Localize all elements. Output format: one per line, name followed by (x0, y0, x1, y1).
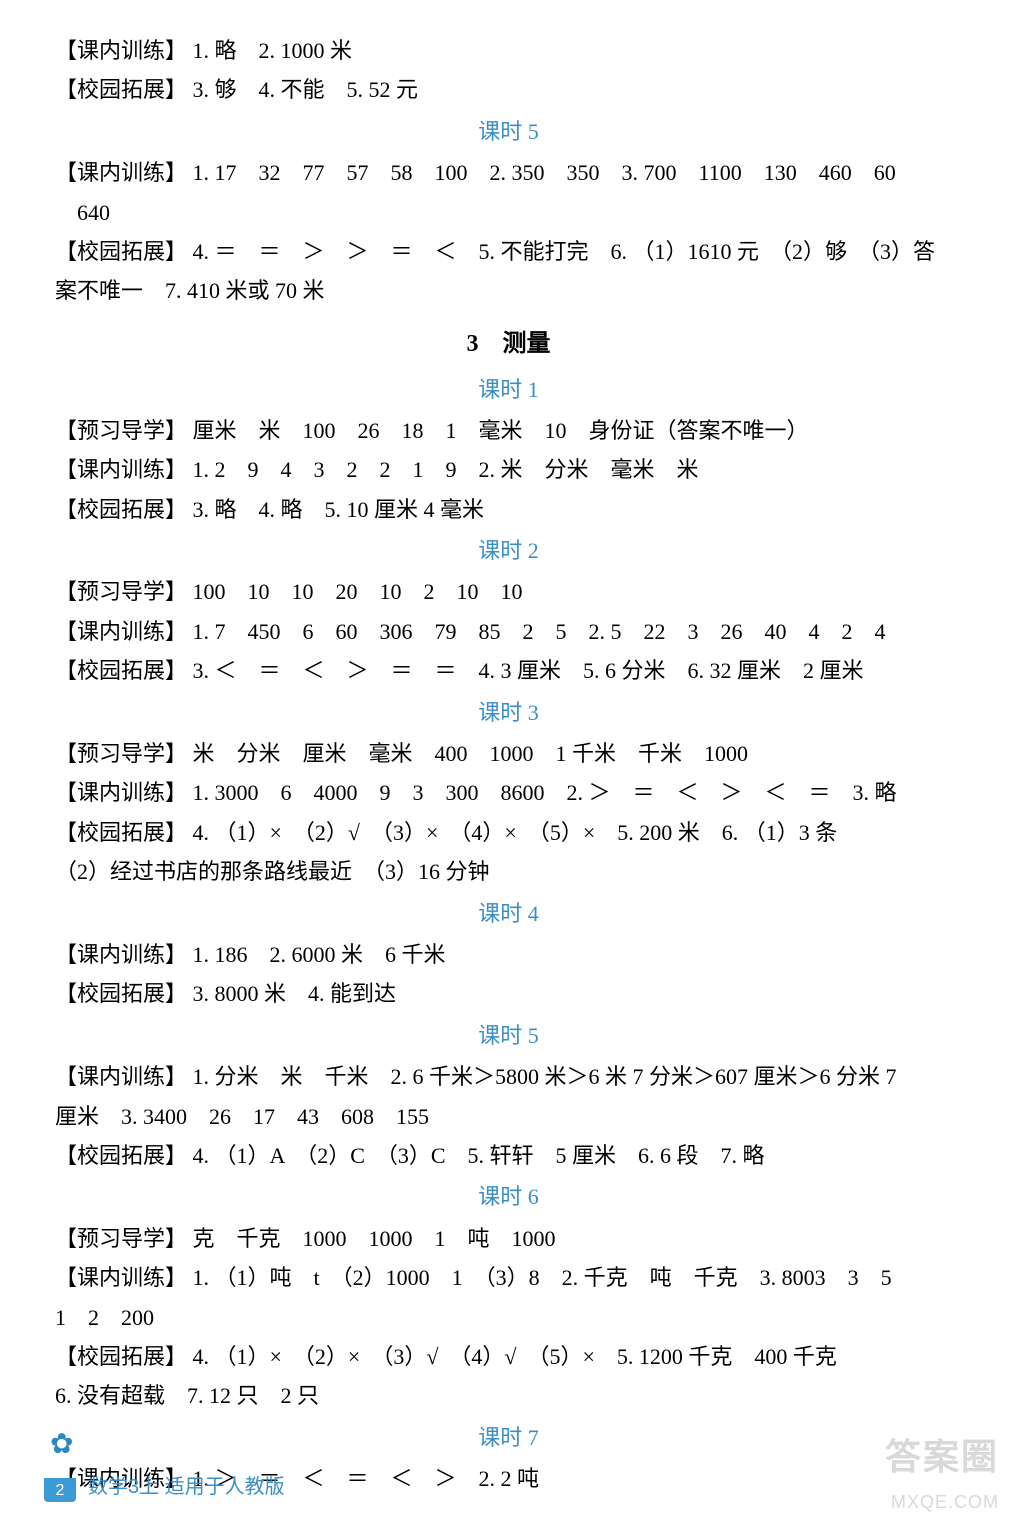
lesson-heading: 课时 4 (55, 895, 962, 932)
page-number: 2 (44, 1478, 76, 1502)
answer-text: 1. 3000 6 4000 9 3 300 8600 2. ＞ ＝ ＜ ＞ ＜… (187, 780, 897, 805)
answer-line: 【课内训练】 1. 3000 6 4000 9 3 300 8600 2. ＞ … (55, 774, 962, 811)
tag: 【校园拓展】 (55, 820, 187, 845)
lesson-heading: 课时 6 (55, 1178, 962, 1215)
answer-text: 3. 8000 米 4. 能到达 (187, 981, 396, 1006)
answer-line: 案不唯一 7. 410 米或 70 米 (55, 272, 962, 309)
answer-line: （2）经过书店的那条路线最近 （3）16 分钟 (55, 853, 962, 890)
answer-text: 4. （1）× （2）× （3）√ （4）√ （5）× 5. 1200 千克 4… (187, 1344, 837, 1369)
answer-line: 640 (55, 194, 962, 231)
lesson-heading: 课时 1 (55, 371, 962, 408)
answer-text: 1. 186 2. 6000 米 6 千米 (187, 942, 446, 967)
tag: 【预习导学】 (55, 418, 187, 443)
answer-text: 4. （1）× （2）√ （3）× （4）× （5）× 5. 200 米 6. … (187, 820, 837, 845)
answer-line: 【预习导学】 100 10 10 20 10 2 10 10 (55, 573, 962, 610)
answer-line: 【课内训练】 1. 186 2. 6000 米 6 千米 (55, 936, 962, 973)
answer-text: 4. ＝ ＝ ＞ ＞ ＝ ＜ 5. 不能打完 6. （1）1610 元 （2）够… (187, 239, 935, 264)
answer-text: 3. 够 4. 不能 5. 52 元 (187, 77, 418, 102)
answer-text: 100 10 10 20 10 2 10 10 (187, 579, 523, 604)
tag: 【课内训练】 (55, 160, 187, 185)
answer-line: 【课内训练】 1. 7 450 6 60 306 79 85 2 5 2. 5 … (55, 613, 962, 650)
answer-text: 3. 略 4. 略 5. 10 厘米 4 毫米 (187, 497, 484, 522)
tag: 【预习导学】 (55, 1226, 187, 1251)
answer-line: 厘米 3. 3400 26 17 43 608 155 (55, 1098, 962, 1135)
tag: 【校园拓展】 (55, 981, 187, 1006)
answer-text: 米 分米 厘米 毫米 400 1000 1 千米 千米 1000 (187, 741, 748, 766)
answer-line: 【校园拓展】 3. ＜ ＝ ＜ ＞ ＝ ＝ 4. 3 厘米 5. 6 分米 6.… (55, 652, 962, 689)
answer-line: 6. 没有超载 7. 12 只 2 只 (55, 1377, 962, 1414)
answer-line: 【校园拓展】 4. （1）A （2）C （3）C 5. 轩轩 5 厘米 6. 6… (55, 1137, 962, 1174)
tag: 【课内训练】 (55, 942, 187, 967)
answer-line: 【课内训练】 1. 17 32 77 57 58 100 2. 350 350 … (55, 154, 962, 191)
answer-line: 【预习导学】 克 千克 1000 1000 1 吨 1000 (55, 1220, 962, 1257)
tag: 【校园拓展】 (55, 239, 187, 264)
answer-line: 【校园拓展】 4. ＝ ＝ ＞ ＞ ＝ ＜ 5. 不能打完 6. （1）1610… (55, 233, 962, 270)
answer-text: 克 千克 1000 1000 1 吨 1000 (187, 1226, 556, 1251)
lesson-heading: 课时 5 (55, 1017, 962, 1054)
answer-line: 【预习导学】 厘米 米 100 26 18 1 毫米 10 身份证（答案不唯一） (55, 412, 962, 449)
answer-text: 厘米 3. 3400 26 17 43 608 155 (55, 1104, 429, 1129)
watermark-title: 答案圈 (885, 1426, 999, 1487)
section-title: 3 测量 (55, 324, 962, 365)
answer-text: 案不唯一 7. 410 米或 70 米 (55, 278, 325, 303)
lesson-heading: 课时 3 (55, 694, 962, 731)
answer-line: 【校园拓展】 4. （1）× （2）√ （3）× （4）× （5）× 5. 20… (55, 814, 962, 851)
answer-text: 1. 2 9 4 3 2 2 1 9 2. 米 分米 毫米 米 (187, 457, 699, 482)
answer-line: 1 2 200 (55, 1299, 962, 1336)
answer-text: 1. 7 450 6 60 306 79 85 2 5 2. 5 22 3 26… (187, 619, 886, 644)
tag: 【校园拓展】 (55, 658, 187, 683)
tag: 【课内训练】 (55, 38, 187, 63)
lesson-heading: 课时 2 (55, 532, 962, 569)
watermark: 答案圈 MXQE.COM (885, 1426, 999, 1518)
answer-line: 【课内训练】 1. 分米 米 千米 2. 6 千米＞5800 米＞6 米 7 分… (55, 1058, 962, 1095)
answer-text: 1. 17 32 77 57 58 100 2. 350 350 3. 700 … (187, 160, 896, 185)
answer-line: 【校园拓展】 3. 够 4. 不能 5. 52 元 (55, 71, 962, 108)
answer-line: 【课内训练】 1. 2 9 4 3 2 2 1 9 2. 米 分米 毫米 米 (55, 451, 962, 488)
tag: 【课内训练】 (55, 780, 187, 805)
answer-text: 3. ＜ ＝ ＜ ＞ ＝ ＝ 4. 3 厘米 5. 6 分米 6. 32 厘米 … (187, 658, 864, 683)
answer-text: 厘米 米 100 26 18 1 毫米 10 身份证（答案不唯一） (187, 418, 809, 443)
tag: 【预习导学】 (55, 579, 187, 604)
answer-text: 4. （1）A （2）C （3）C 5. 轩轩 5 厘米 6. 6 段 7. 略 (187, 1143, 765, 1168)
answer-text: 1. （1）吨 t （2）1000 1 （3）8 2. 千克 吨 千克 3. 8… (187, 1265, 892, 1290)
lesson-heading: 课时 5 (55, 113, 962, 150)
tag: 【预习导学】 (55, 741, 187, 766)
tag: 【校园拓展】 (55, 1344, 187, 1369)
tag: 【校园拓展】 (55, 1143, 187, 1168)
watermark-url: MXQE.COM (885, 1487, 999, 1518)
answer-line: 【校园拓展】 4. （1）× （2）× （3）√ （4）√ （5）× 5. 12… (55, 1338, 962, 1375)
answer-text: 640 (55, 200, 110, 225)
answer-line: 【课内训练】 1. 略 2. 1000 米 (55, 32, 962, 69)
answer-line: 【校园拓展】 3. 8000 米 4. 能到达 (55, 975, 962, 1012)
answer-line: 【校园拓展】 3. 略 4. 略 5. 10 厘米 4 毫米 (55, 491, 962, 528)
answer-text: 1. 分米 米 千米 2. 6 千米＞5800 米＞6 米 7 分米＞607 厘… (187, 1064, 897, 1089)
sprout-icon: ✿ (50, 1429, 73, 1460)
tag: 【校园拓展】 (55, 77, 187, 102)
footer-text: 数学3上 适用于人教版 (88, 1470, 285, 1506)
tag: 【课内训练】 (55, 1265, 187, 1290)
answer-text: 1. 略 2. 1000 米 (187, 38, 352, 63)
tag: 【课内训练】 (55, 1064, 187, 1089)
tag: 【课内训练】 (55, 619, 187, 644)
answer-text: 6. 没有超载 7. 12 只 2 只 (55, 1383, 319, 1408)
plant-icon: ✿ 2 (50, 1421, 76, 1506)
answer-text: （2）经过书店的那条路线最近 （3）16 分钟 (55, 859, 490, 884)
tag: 【课内训练】 (55, 457, 187, 482)
footer: ✿ 2 数学3上 适用于人教版 (50, 1421, 285, 1506)
answer-line: 【预习导学】 米 分米 厘米 毫米 400 1000 1 千米 千米 1000 (55, 735, 962, 772)
answer-line: 【课内训练】 1. （1）吨 t （2）1000 1 （3）8 2. 千克 吨 … (55, 1259, 962, 1296)
tag: 【校园拓展】 (55, 497, 187, 522)
answer-text: 1 2 200 (55, 1305, 154, 1330)
